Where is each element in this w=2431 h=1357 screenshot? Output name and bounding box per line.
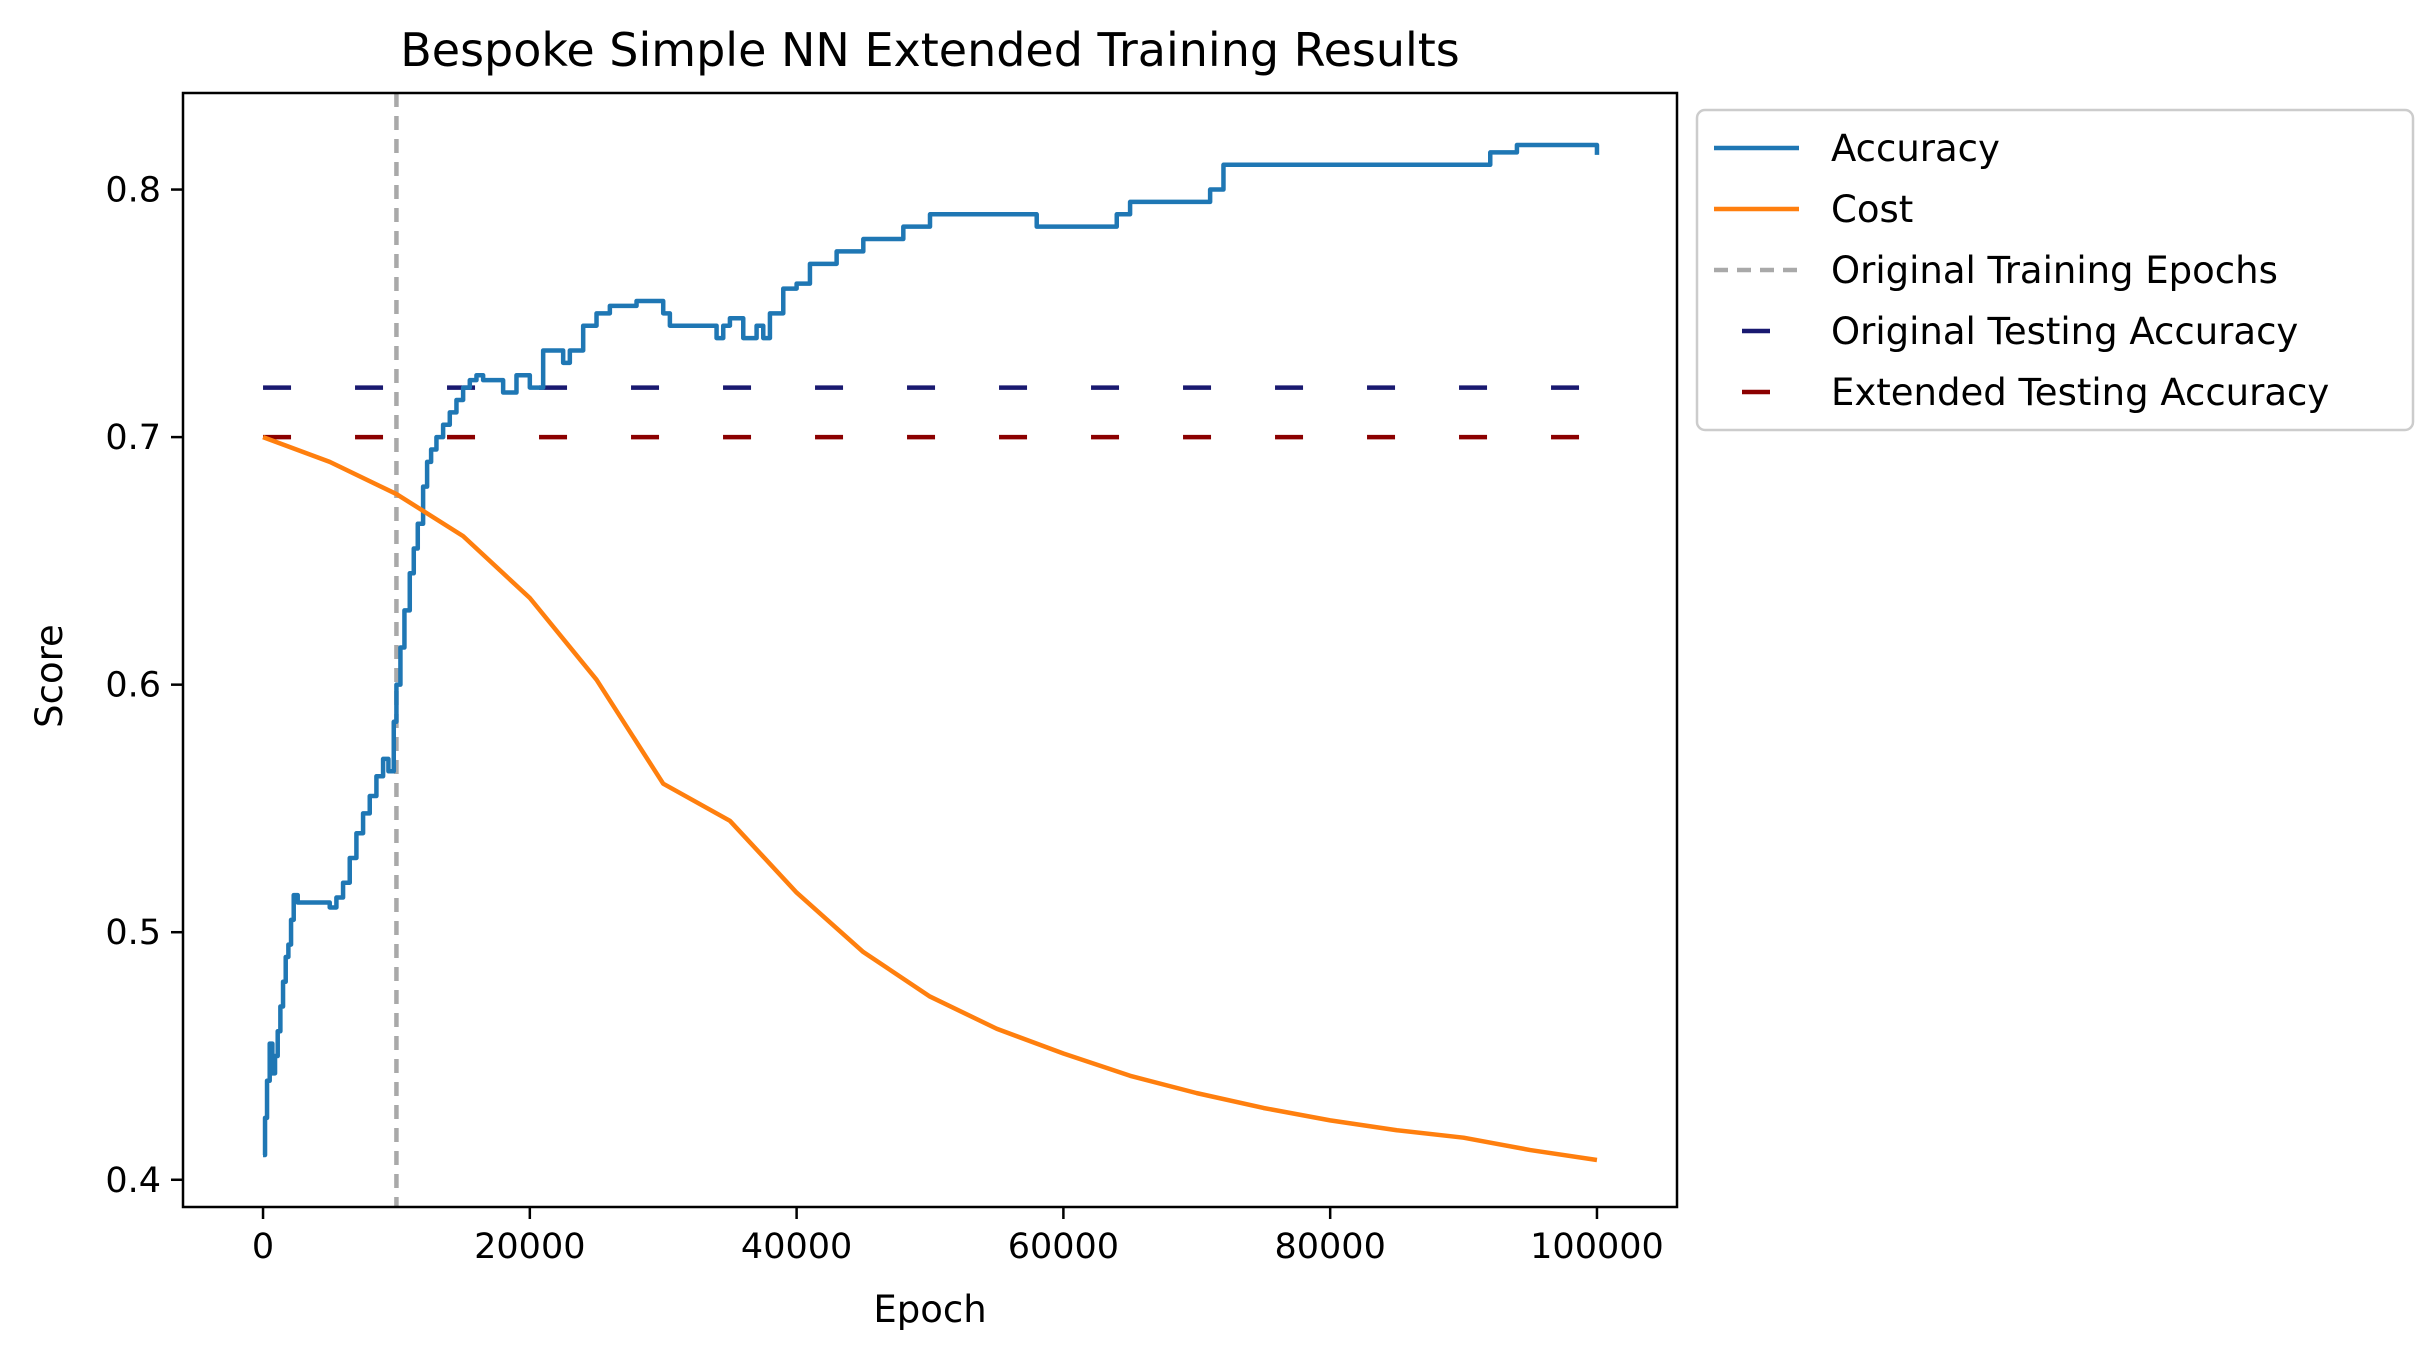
legend-label-original-testing-accuracy: Original Testing Accuracy xyxy=(1831,310,2298,353)
legend-label-extended-testing-accuracy: Extended Testing Accuracy xyxy=(1831,371,2329,414)
plot-area xyxy=(262,93,1600,1207)
x-axis-label: Epoch xyxy=(873,1288,986,1331)
y-tick-label: 0.5 xyxy=(105,913,161,953)
legend-label-original-training-epochs: Original Training Epochs xyxy=(1831,249,2278,292)
y-tick-label: 0.7 xyxy=(105,418,161,458)
y-tick-label: 0.8 xyxy=(105,171,161,211)
legend-label-accuracy: Accuracy xyxy=(1831,127,2000,170)
accuracy-series-line xyxy=(262,142,1600,1158)
x-tick-label: 80000 xyxy=(1275,1227,1386,1267)
y-axis-label: Score xyxy=(28,624,71,728)
y-tick-label: 0.4 xyxy=(105,1161,161,1201)
x-tick-label: 0 xyxy=(252,1227,274,1267)
legend-label-cost: Cost xyxy=(1831,188,1913,231)
legend: Accuracy Cost Original Training Epochs Orig… xyxy=(1695,108,2415,432)
plot-frame xyxy=(181,91,1679,1209)
legend-box xyxy=(1695,108,2415,432)
cost-series-line xyxy=(262,434,1598,1163)
x-tick-label: 60000 xyxy=(1008,1227,1119,1267)
x-tick-label: 100000 xyxy=(1530,1227,1664,1267)
axes: 0 20000 40000 60000 80000 100000 0.4 0.5 0.6 0.7 0… xyxy=(105,91,1679,1267)
x-tick-label: 40000 xyxy=(741,1227,852,1267)
y-tick-label: 0.6 xyxy=(105,666,161,706)
x-tick-label: 20000 xyxy=(474,1227,585,1267)
chart-title: Bespoke Simple NN Extended Training Resu… xyxy=(400,23,1460,77)
